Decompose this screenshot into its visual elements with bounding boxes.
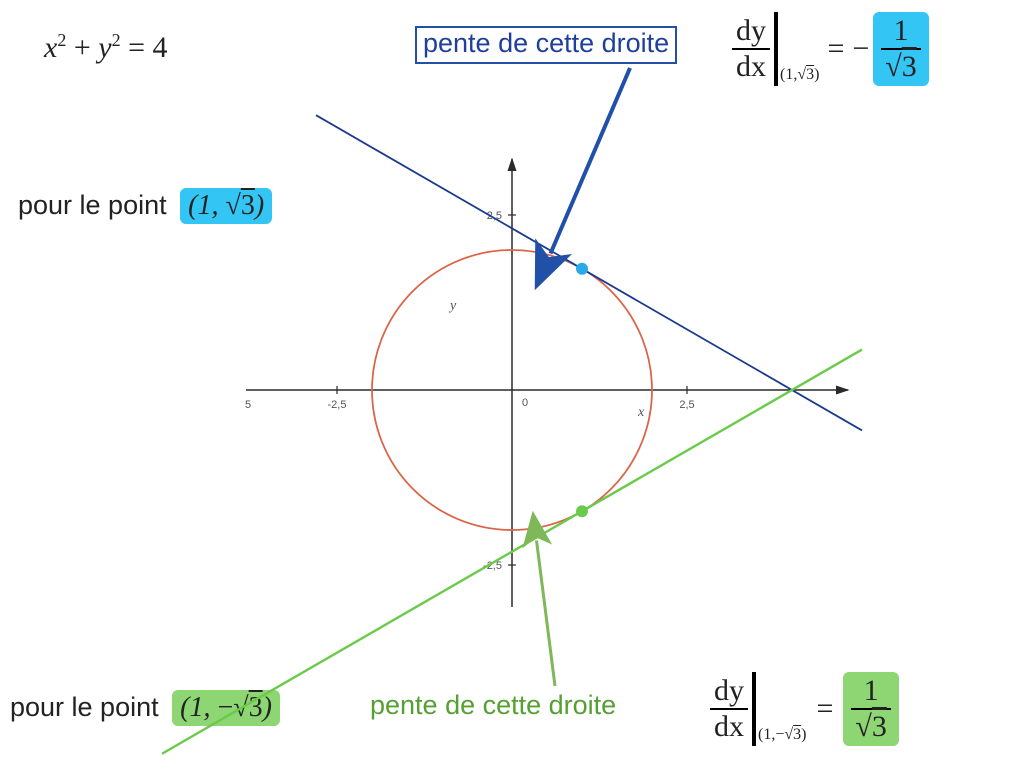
coordinate-plot: -2,52,5-2,52,505xy	[0, 0, 1024, 768]
svg-text:0: 0	[522, 397, 528, 409]
svg-text:x: x	[637, 405, 645, 420]
svg-text:-2,5: -2,5	[328, 399, 347, 411]
svg-text:5: 5	[245, 399, 251, 411]
svg-text:2,5: 2,5	[679, 399, 694, 411]
svg-text:y: y	[448, 299, 457, 314]
